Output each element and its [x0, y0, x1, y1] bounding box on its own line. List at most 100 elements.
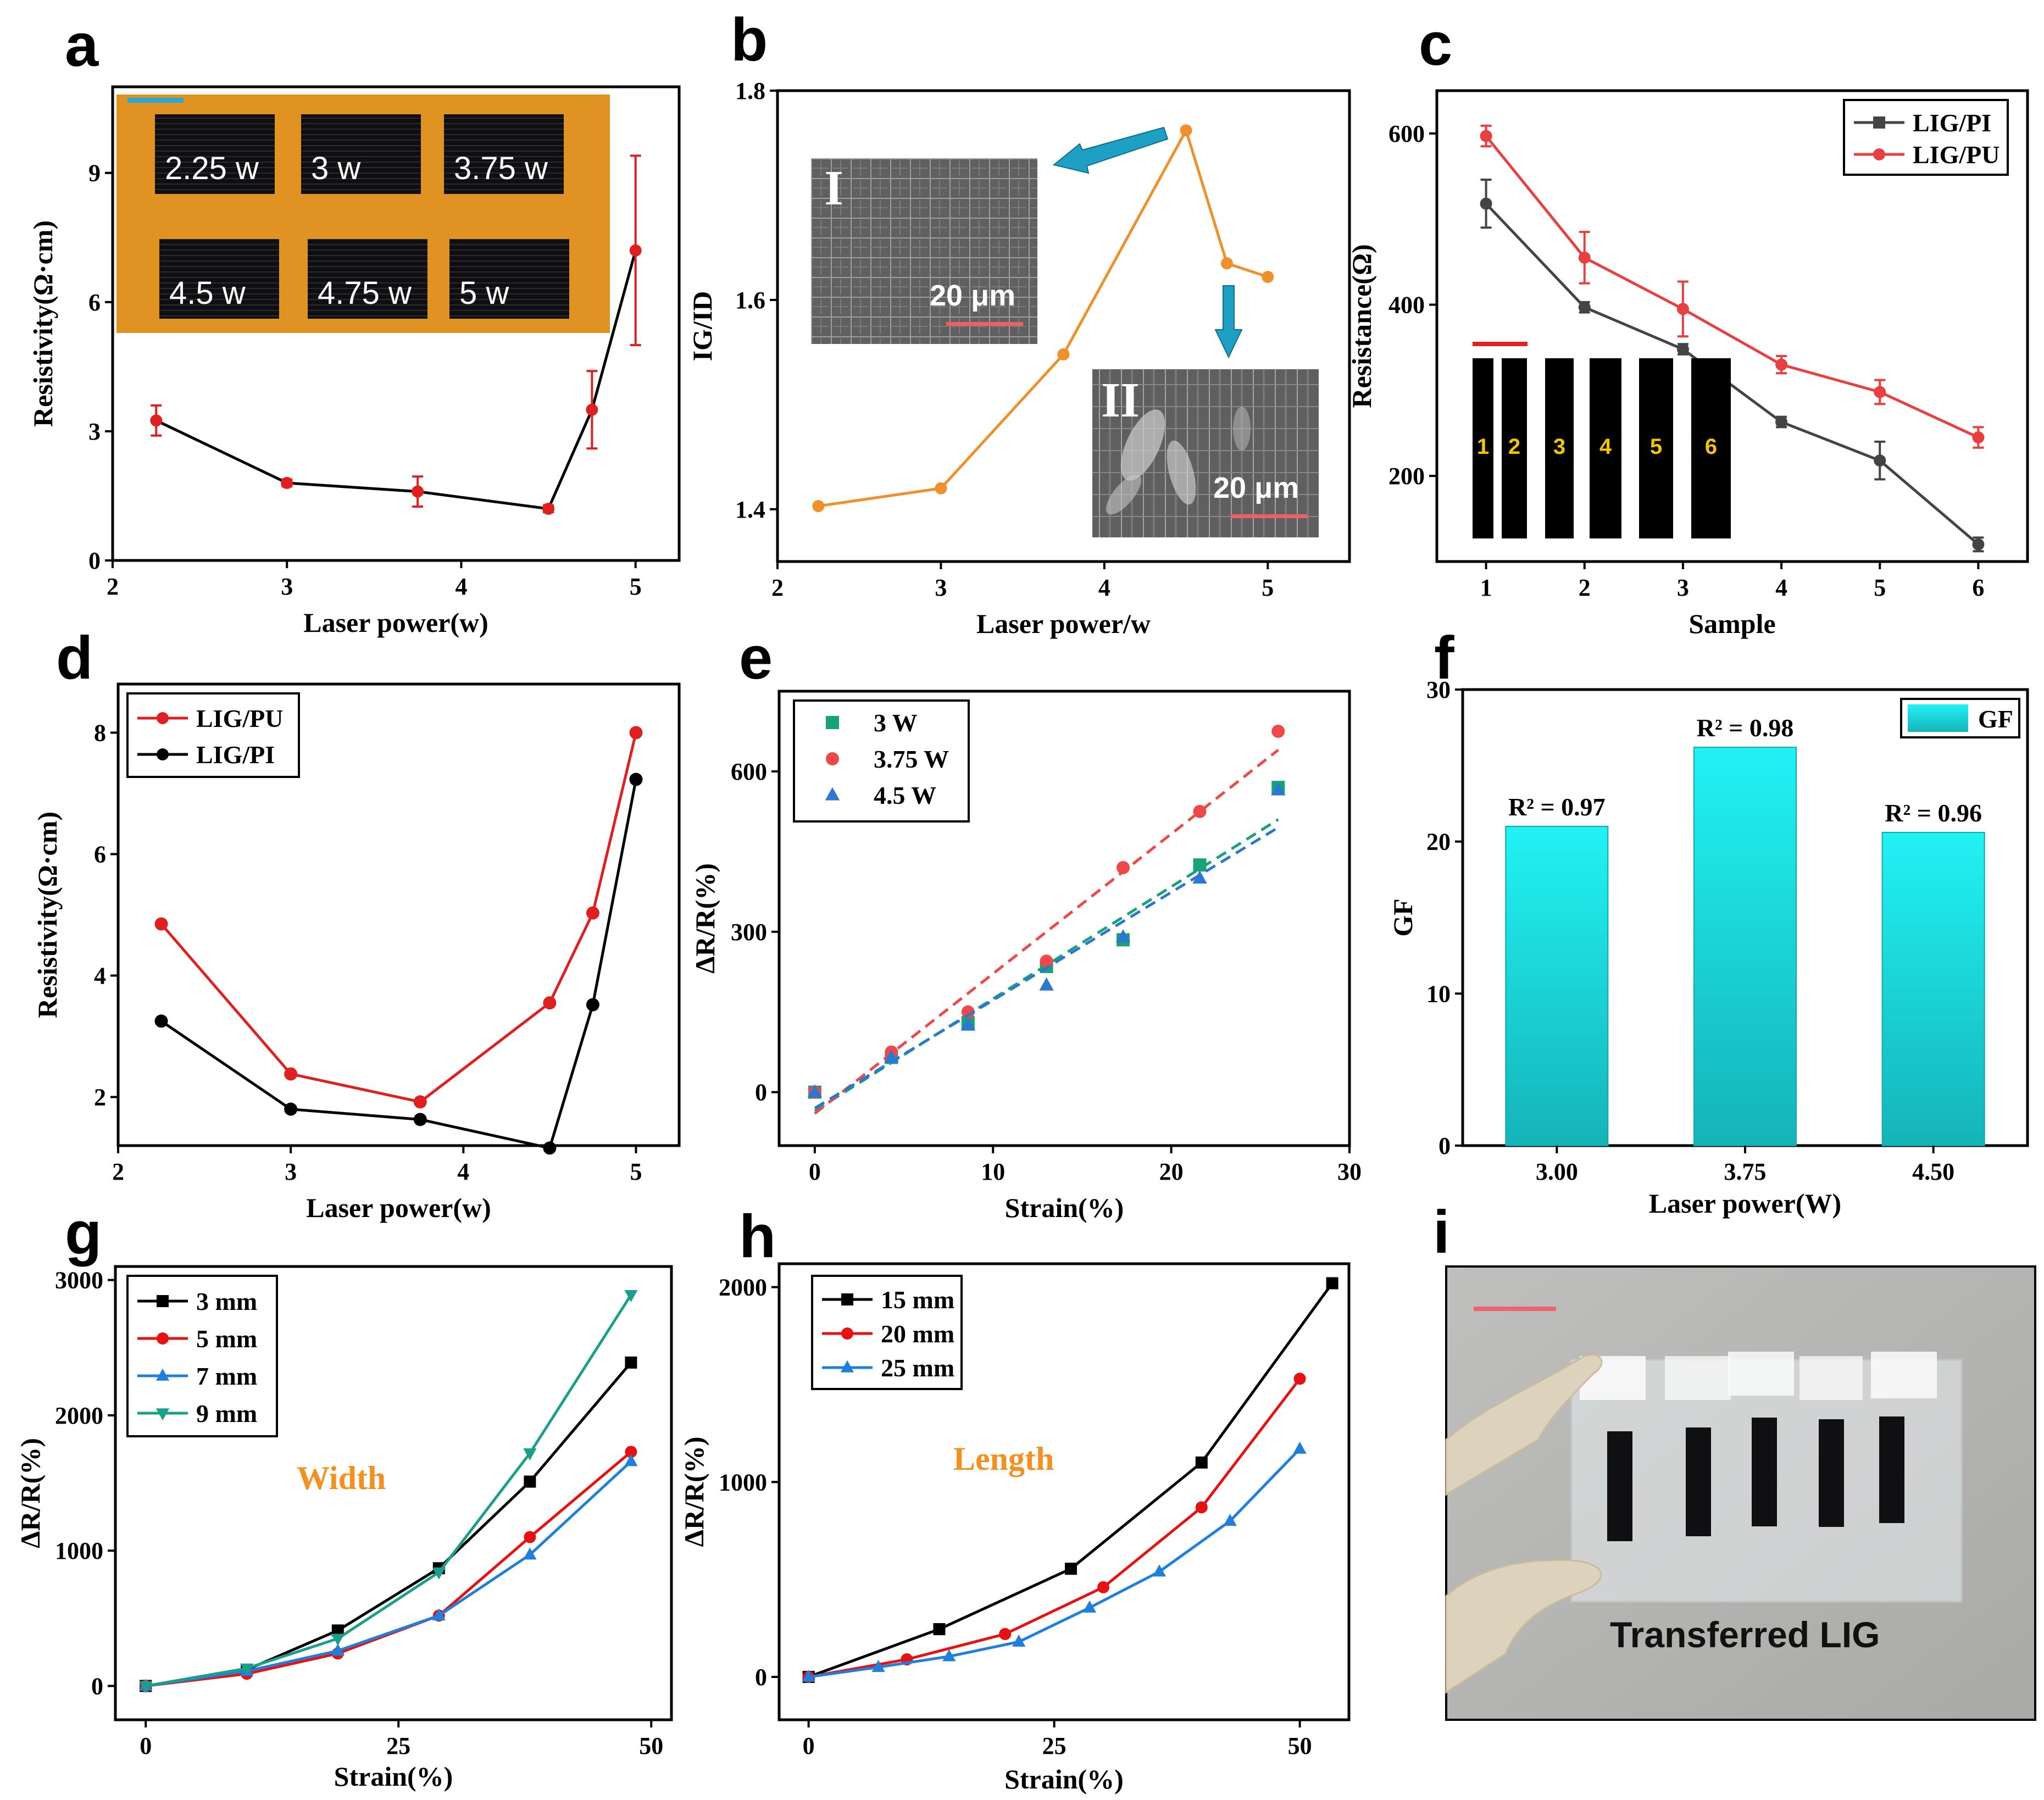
panel-b-sem-inset-II: II 20 μm	[1092, 369, 1319, 537]
data-point	[150, 414, 163, 427]
x-tick-label: 3	[281, 573, 293, 600]
data-point	[1065, 1563, 1077, 1575]
panel-letter-i: i	[1433, 1198, 1450, 1266]
data-point	[1012, 1634, 1026, 1647]
legend-marker	[826, 716, 839, 729]
data-point	[1193, 858, 1207, 872]
data-point	[933, 1623, 946, 1636]
series-line-lig-pu	[1485, 135, 1979, 439]
series-line-resistivity	[155, 250, 637, 510]
data-point	[1097, 1581, 1110, 1593]
laser-sample-patch	[301, 114, 421, 194]
legend-marker	[1873, 116, 1885, 129]
legend-swatch	[1908, 704, 1968, 732]
data-point	[961, 1005, 975, 1019]
lig-strip	[1473, 358, 1493, 538]
x-tick-label: 0	[803, 1732, 815, 1759]
y-tick-label: 1.8	[735, 77, 765, 104]
y-tick-label: 1.4	[735, 496, 765, 523]
data-point	[884, 1049, 899, 1063]
legend-marker	[1873, 148, 1885, 160]
series-line-25-mm	[808, 1448, 1301, 1679]
data-point	[523, 1448, 537, 1461]
x-tick-label: 4	[1098, 574, 1110, 601]
panel-letter-b: b	[731, 6, 768, 74]
data-point	[1057, 348, 1070, 360]
chart-g-width-response: 0 25 50 0 1000 2000 3000 Strain(%) ΔR/R(%) 3 mm 5 …	[15, 1265, 673, 1792]
data-point	[1775, 358, 1788, 371]
series-line-7-mm	[145, 1460, 632, 1687]
y-tick-label: 1000	[55, 1537, 103, 1564]
data-point	[999, 1627, 1012, 1640]
data-point	[1480, 130, 1492, 142]
x-tick-label: 2	[107, 573, 119, 600]
legend-entry: 25 mm	[881, 1354, 954, 1382]
y-tick-label: 8	[94, 719, 106, 746]
lig-strip-1	[1607, 1431, 1632, 1541]
lig-strip	[1545, 358, 1574, 538]
data-point	[1152, 1564, 1167, 1577]
x-tick-label: 3	[1677, 574, 1689, 601]
legend-marker	[155, 1408, 170, 1421]
y-tick-label: 2000	[55, 1402, 103, 1429]
y-tick-label: 6	[94, 841, 106, 868]
panel-letter-g: g	[65, 1199, 102, 1267]
y-axis-label: ΔR/R(%)	[15, 1438, 46, 1548]
y-tick-label: 2000	[719, 1274, 767, 1301]
data-point	[281, 476, 293, 489]
data-point	[1195, 1501, 1208, 1514]
bar-r2-label: R² = 0.98	[1697, 714, 1794, 742]
data-point	[1223, 1514, 1237, 1526]
legend-entry: 15 mm	[881, 1286, 954, 1314]
y-tick-label: 400	[1388, 292, 1425, 319]
x-tick-label: 4.50	[1912, 1158, 1954, 1185]
inset-I-scale-bar	[946, 322, 1023, 326]
series-line-lig-pi	[160, 779, 637, 1150]
data-point	[1039, 977, 1054, 991]
photo-scale-bar	[1474, 1307, 1556, 1311]
x-tick-label: 3.00	[1536, 1158, 1578, 1185]
data-point	[586, 906, 599, 920]
data-point	[629, 773, 643, 786]
chart-d-resistivity-compare: 2 3 4 5 2 4 6 8 Laser power(w) Resistivity(Ω·cm) L…	[32, 682, 681, 1223]
data-point	[1972, 538, 1985, 551]
data-point	[1220, 257, 1233, 270]
data-point	[240, 1663, 254, 1676]
y-axis-label: IG/ID	[687, 291, 718, 362]
series-line-5-mm	[145, 1451, 632, 1687]
x-tick-label: 50	[639, 1732, 663, 1759]
y-tick-label: 4	[94, 963, 106, 990]
lig-strip-3	[1752, 1418, 1777, 1526]
y-axis-label: Resistivity(Ω·cm)	[32, 812, 63, 1018]
legend-entry: LIG/PI	[196, 741, 275, 769]
y-axis-label: ΔR/R(%)	[690, 863, 720, 974]
chart-f-gauge-factor: 0 10 20 30 R² = 0.97 3.00 R² = 0.98 3.75 R² = 0.…	[1387, 676, 2029, 1219]
x-tick-label: 20	[1159, 1158, 1184, 1185]
fit-line	[814, 826, 1279, 1110]
legend-marker	[155, 1368, 170, 1381]
length-annotation: Length	[953, 1441, 1054, 1477]
laser-sample-patch	[155, 114, 275, 194]
inset-II-scale-bar	[1231, 514, 1308, 518]
y-tick-label: 2	[94, 1084, 106, 1111]
chart-c-resistance: 1 2 3 4 5 6200400600SampleResistance(Ω)LIG/PI…	[1346, 89, 2029, 639]
data-point	[524, 1475, 536, 1488]
series-line-lig-pi	[1485, 202, 1980, 546]
x-tick-label: 2	[112, 1158, 124, 1185]
legend-marker	[840, 1360, 854, 1373]
y-tick-label: 0	[91, 1673, 103, 1699]
inset-I-scale-text: 20 μm	[930, 279, 1015, 312]
x-tick-label: 30	[1337, 1158, 1362, 1185]
strip-number: 2	[1508, 435, 1520, 459]
data-point	[1195, 1456, 1208, 1469]
x-axis-label: Strain(%)	[1004, 1764, 1124, 1795]
x-tick-label: 5	[1874, 574, 1886, 601]
strip-number: 1	[1477, 435, 1489, 459]
data-point	[284, 1067, 298, 1081]
data-point	[524, 1531, 536, 1543]
x-tick-label: 10	[981, 1158, 1005, 1185]
legend-box	[126, 692, 300, 778]
x-tick-label: 5	[630, 573, 642, 600]
